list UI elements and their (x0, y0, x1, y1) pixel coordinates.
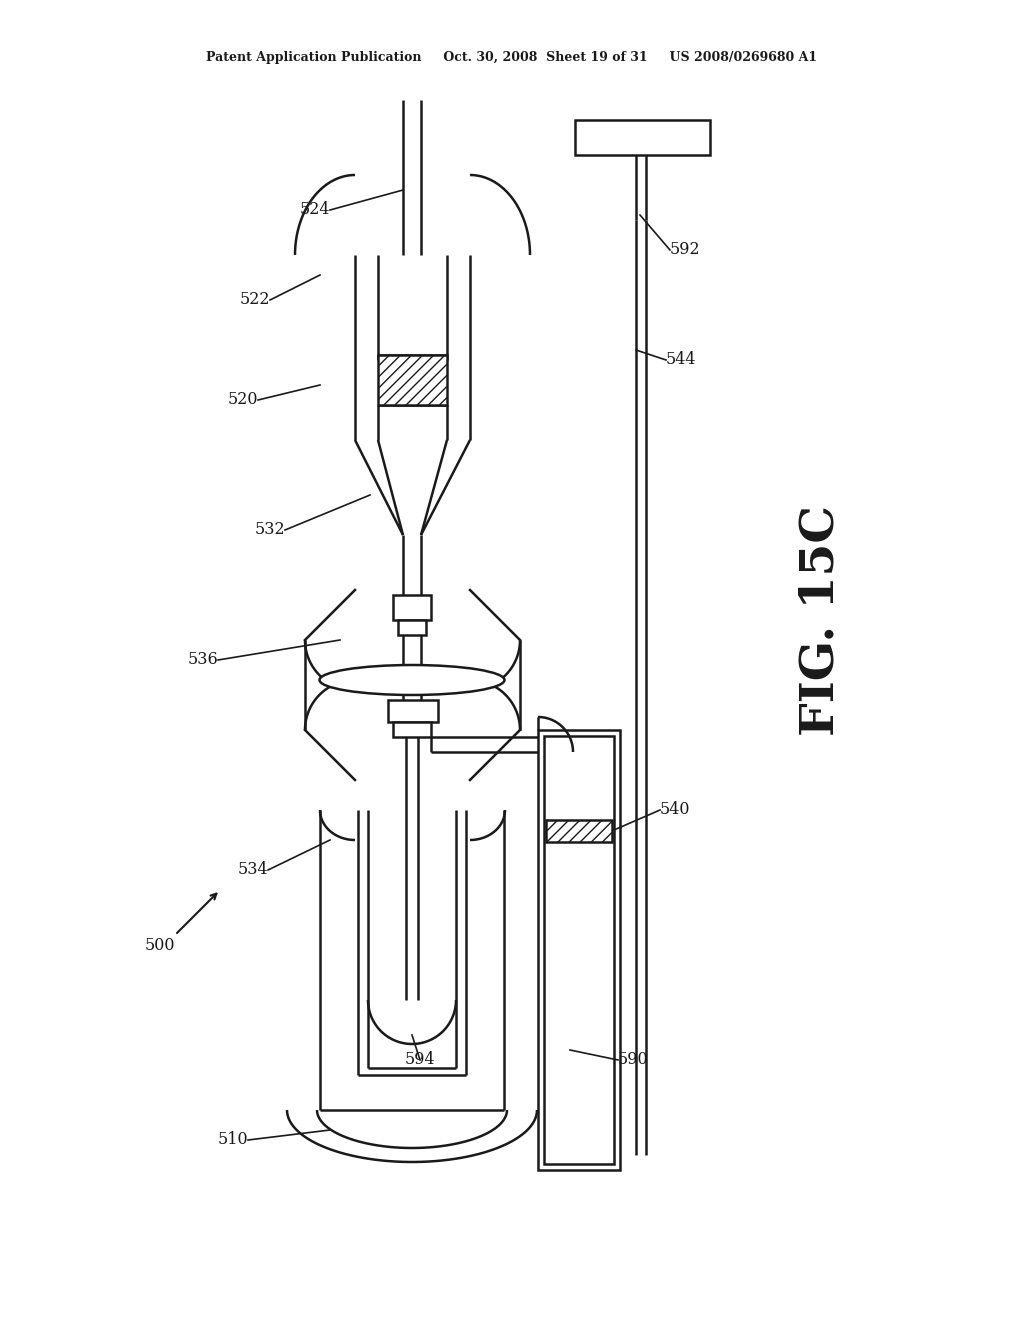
Text: 536: 536 (187, 652, 218, 668)
Bar (546, 820, 612, 842)
Text: 520: 520 (227, 392, 258, 408)
Bar (393, 722, 431, 737)
Text: 524: 524 (299, 202, 330, 219)
Bar (575, 120, 710, 154)
Text: 544: 544 (666, 351, 696, 368)
Text: 532: 532 (254, 521, 285, 539)
Text: Patent Application Publication     Oct. 30, 2008  Sheet 19 of 31     US 2008/026: Patent Application Publication Oct. 30, … (207, 51, 817, 65)
Text: 510: 510 (217, 1131, 248, 1148)
Text: 594: 594 (404, 1052, 435, 1068)
Bar (393, 595, 431, 620)
Bar (378, 355, 447, 405)
Bar (398, 620, 426, 635)
Text: FIG. 15C: FIG. 15C (797, 504, 843, 735)
Bar (388, 700, 438, 722)
Bar (538, 730, 620, 1170)
Text: 592: 592 (670, 242, 700, 259)
Text: 534: 534 (238, 862, 268, 879)
Bar (544, 737, 614, 1164)
Ellipse shape (319, 665, 505, 696)
Text: 540: 540 (660, 801, 690, 818)
Text: 522: 522 (240, 292, 270, 309)
Text: 590: 590 (618, 1052, 648, 1068)
Text: 500: 500 (144, 937, 175, 954)
